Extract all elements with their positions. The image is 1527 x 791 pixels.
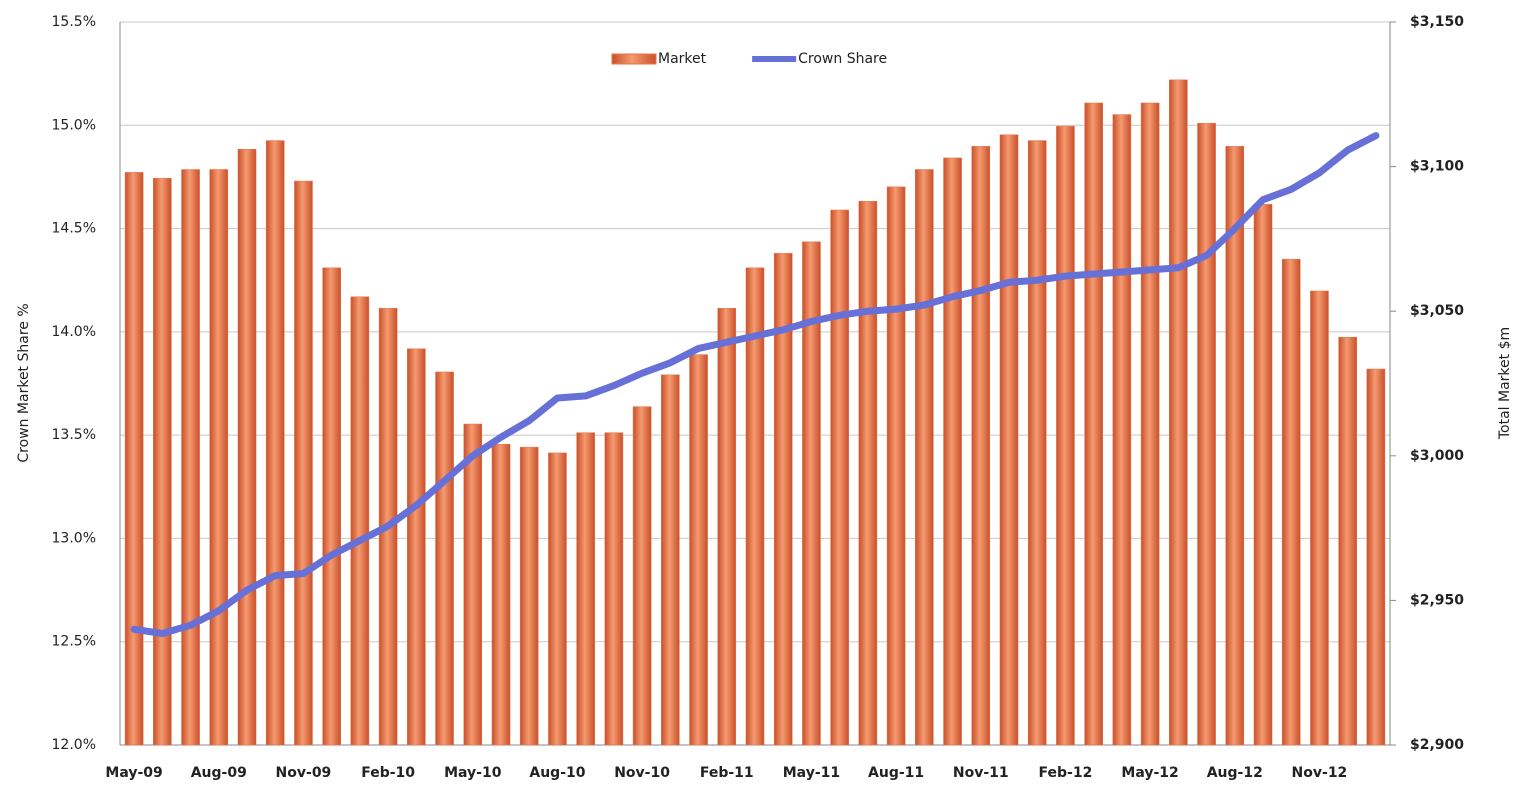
bar xyxy=(999,134,1019,746)
bar xyxy=(1253,203,1273,746)
legend-label: Crown Share xyxy=(798,51,887,67)
y2-tick-label: $3,000 xyxy=(1410,448,1464,464)
x-tick-label: Nov-12 xyxy=(1292,765,1348,781)
bar xyxy=(294,180,313,746)
bar xyxy=(604,432,624,746)
bar xyxy=(689,354,708,746)
bar xyxy=(407,348,426,746)
x-tick-label: Feb-12 xyxy=(1039,765,1093,781)
y2-tick-label: $2,900 xyxy=(1410,737,1464,753)
bar xyxy=(717,308,737,746)
x-tick-label: Aug-09 xyxy=(191,765,247,781)
bar xyxy=(576,432,595,746)
y-axis-title: Crown Market Share % xyxy=(16,303,32,462)
bar xyxy=(886,186,906,746)
bar xyxy=(1366,368,1386,746)
x-tick-label: May-09 xyxy=(105,765,162,781)
y2-tick-label: $2,950 xyxy=(1410,592,1464,608)
bar xyxy=(181,169,200,746)
bar xyxy=(1140,102,1160,746)
bar xyxy=(1338,336,1357,746)
x-tick-label: Nov-09 xyxy=(276,765,332,781)
y-tick-label: 12.0% xyxy=(52,737,96,753)
bar xyxy=(943,157,962,746)
bar xyxy=(435,371,454,746)
y-tick-label: 15.5% xyxy=(52,14,96,30)
bar xyxy=(1056,125,1075,746)
x-tick-label: May-12 xyxy=(1121,765,1178,781)
y-tick-label: 13.0% xyxy=(52,530,96,546)
bar xyxy=(209,169,229,746)
x-tick-label: Aug-11 xyxy=(868,765,924,781)
x-tick-label: Aug-12 xyxy=(1207,765,1263,781)
bar xyxy=(265,140,285,746)
y2-tick-label: $3,100 xyxy=(1410,159,1464,175)
bar xyxy=(1281,258,1301,746)
x-tick-label: May-11 xyxy=(783,765,840,781)
line xyxy=(130,132,1380,637)
bar xyxy=(1310,290,1329,746)
x-tick-label: Nov-11 xyxy=(953,765,1009,781)
legend-label: Market xyxy=(658,51,707,67)
bar xyxy=(463,423,483,746)
y-tick-label: 13.5% xyxy=(52,427,96,443)
bar xyxy=(1112,114,1132,746)
bar xyxy=(802,241,821,746)
bar xyxy=(915,169,934,746)
bar xyxy=(830,209,849,746)
bar xyxy=(322,267,341,746)
y-tick-label: 14.5% xyxy=(52,221,96,237)
bar xyxy=(1197,122,1216,746)
y-tick-label: 14.0% xyxy=(52,324,96,340)
bar xyxy=(632,406,652,746)
y-tick-label: 12.5% xyxy=(52,634,96,650)
bar xyxy=(773,253,793,746)
y2-tick-label: $3,150 xyxy=(1410,14,1464,30)
bar xyxy=(661,374,680,746)
bar xyxy=(1084,102,1103,746)
bar xyxy=(491,443,511,746)
bar xyxy=(1169,79,1188,746)
bar xyxy=(1027,140,1047,746)
bar xyxy=(350,296,370,746)
bar xyxy=(519,446,539,746)
y-tick-label: 15.0% xyxy=(52,117,96,133)
x-tick-label: Feb-10 xyxy=(361,765,415,781)
legend-swatch xyxy=(611,53,657,65)
bar xyxy=(548,452,567,746)
bar xyxy=(237,148,257,746)
y2-tick-label: $3,050 xyxy=(1410,303,1464,319)
bar xyxy=(124,172,144,746)
bar xyxy=(971,146,991,746)
bar xyxy=(153,177,172,746)
bar xyxy=(1225,146,1245,746)
bar xyxy=(745,267,765,746)
x-tick-label: Feb-11 xyxy=(700,765,754,781)
x-tick-label: Nov-10 xyxy=(614,765,670,781)
y2-axis-title: Total Market $m xyxy=(1497,327,1513,440)
x-tick-label: May-10 xyxy=(444,765,502,781)
x-tick-label: Aug-10 xyxy=(529,765,585,781)
bar xyxy=(858,201,878,746)
